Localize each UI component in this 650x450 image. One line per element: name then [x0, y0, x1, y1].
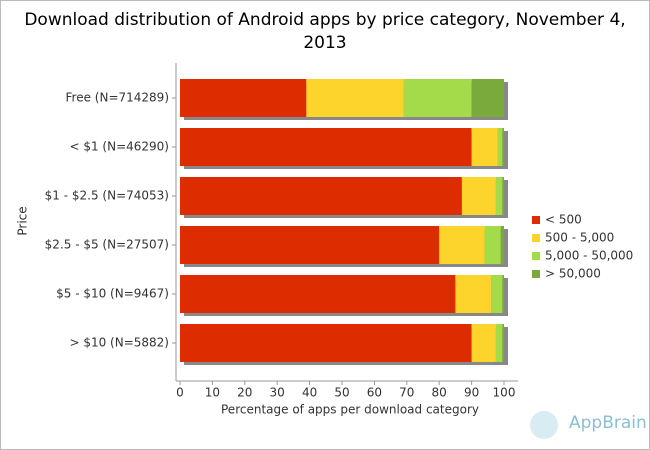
x-tick-label: 60 — [367, 386, 382, 400]
y-axis-label: Price — [16, 206, 30, 235]
bar-segment — [180, 275, 456, 313]
legend-swatch — [532, 270, 540, 278]
bar-segment — [502, 177, 504, 215]
y-tick-label: < $1 (N=46290) — [69, 140, 169, 154]
legend-label: 500 - 5,000 — [545, 231, 614, 245]
y-tick-label: Free (N=714289) — [66, 91, 169, 105]
bar-segment — [471, 79, 504, 117]
legend-swatch — [532, 234, 540, 242]
bar-segment — [491, 275, 503, 313]
bar-segment — [502, 324, 504, 362]
x-tick-label: 20 — [237, 386, 252, 400]
y-tick-label: $2.5 - $5 (N=27507) — [45, 238, 169, 252]
x-tick-label: 10 — [205, 386, 220, 400]
bar-segment — [180, 79, 307, 117]
bar-segment — [471, 324, 496, 362]
bar-segment — [502, 275, 504, 313]
bar-segment — [403, 79, 472, 117]
bar-segment — [180, 128, 472, 166]
y-tick-label: > $10 (N=5882) — [69, 336, 169, 350]
legend-swatch — [532, 216, 540, 224]
bar-segment — [495, 324, 503, 362]
x-axis-label: Percentage of apps per download category — [221, 403, 479, 417]
bar-segment — [306, 79, 404, 117]
logo-text: AppBrain — [569, 413, 647, 433]
bar-segment — [497, 128, 503, 166]
bar-segment — [455, 275, 492, 313]
bar-segment — [439, 226, 485, 264]
x-tick-label: 90 — [464, 386, 479, 400]
logo-icon — [530, 411, 558, 439]
bar-segment — [500, 226, 504, 264]
bar-segment — [180, 324, 472, 362]
bar-segment — [502, 128, 504, 166]
x-tick-label: 0 — [176, 386, 184, 400]
bar-segment — [461, 177, 496, 215]
y-tick-label: $5 - $10 (N=9467) — [56, 287, 169, 301]
x-tick-label: 80 — [432, 386, 447, 400]
legend-label: < 500 — [545, 213, 582, 227]
bar-segment — [180, 177, 462, 215]
y-tick-label: $1 - $2.5 (N=74053) — [45, 189, 169, 203]
bar-segment — [471, 128, 498, 166]
x-tick-label: 70 — [399, 386, 414, 400]
bar-segment — [180, 226, 440, 264]
legend-label: 5,000 - 50,000 — [545, 249, 633, 263]
legend-swatch — [532, 252, 540, 260]
legend-label: > 50,000 — [545, 267, 601, 281]
bar-segment — [495, 177, 503, 215]
x-tick-label: 40 — [302, 386, 317, 400]
x-tick-label: 30 — [270, 386, 285, 400]
x-tick-label: 50 — [334, 386, 349, 400]
x-tick-label: 100 — [493, 386, 516, 400]
chart-title: Download distribution of Android apps by… — [24, 10, 626, 53]
bar-segment — [484, 226, 501, 264]
